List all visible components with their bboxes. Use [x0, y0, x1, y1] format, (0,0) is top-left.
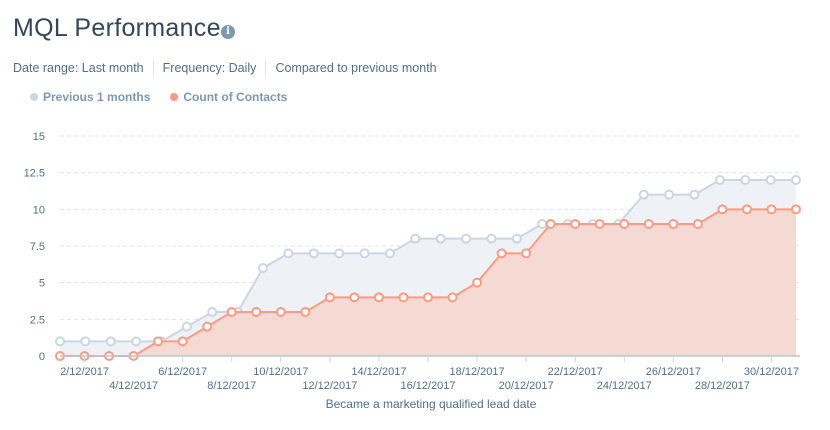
- data-point: [619, 219, 630, 229]
- data-point: [334, 248, 345, 259]
- x-tick-label: 28/12/2017: [695, 380, 750, 392]
- data-point: [511, 233, 522, 244]
- filter-comparison[interactable]: Compared to previous month: [265, 61, 445, 75]
- legend-label: Count of Contacts: [183, 90, 288, 104]
- data-point: [324, 292, 335, 303]
- data-point: [181, 321, 192, 332]
- y-tick-label: 7.5: [30, 241, 45, 253]
- x-tick-label: 24/12/2017: [597, 380, 652, 392]
- page-title: MQL Performance: [13, 14, 221, 42]
- x-tick-label: 12/12/2017: [302, 380, 357, 392]
- data-point: [765, 175, 776, 185]
- filter-date-range[interactable]: Date range: Last month: [13, 61, 144, 75]
- x-tick-label: 26/12/2017: [646, 366, 701, 378]
- data-point: [308, 248, 319, 259]
- data-point: [689, 189, 700, 200]
- data-point: [766, 204, 777, 215]
- data-point: [105, 336, 116, 347]
- data-point: [717, 204, 728, 215]
- data-point: [638, 189, 649, 200]
- filter-frequency[interactable]: Frequency: Daily: [152, 61, 266, 75]
- data-point: [384, 248, 395, 259]
- data-point: [664, 189, 675, 200]
- data-point: [570, 219, 581, 229]
- x-tick-label: 6/12/2017: [158, 366, 207, 378]
- data-point: [668, 219, 679, 229]
- data-point: [791, 175, 801, 185]
- y-tick-label: 10: [33, 204, 45, 216]
- data-point: [435, 233, 446, 244]
- legend-item-current[interactable]: Count of Contacts: [170, 90, 287, 104]
- x-tick-label: 10/12/2017: [253, 366, 308, 378]
- x-tick-label: 20/12/2017: [499, 380, 554, 392]
- legend-item-previous[interactable]: Previous 1 months: [30, 90, 150, 104]
- data-point: [447, 292, 458, 303]
- x-tick-label: 2/12/2017: [60, 366, 109, 378]
- data-point: [226, 307, 237, 317]
- data-point: [472, 277, 483, 288]
- data-point: [202, 321, 213, 332]
- data-point: [80, 336, 91, 347]
- data-point: [153, 336, 164, 347]
- data-point: [521, 248, 532, 259]
- data-point: [349, 292, 360, 303]
- data-point: [423, 292, 433, 303]
- data-point: [537, 219, 548, 229]
- data-point: [740, 175, 751, 185]
- y-tick-label: 5: [39, 278, 45, 290]
- y-tick-label: 2.5: [30, 314, 45, 326]
- legend-label: Previous 1 months: [43, 90, 151, 104]
- x-tick-label: 18/12/2017: [450, 366, 505, 378]
- y-tick-label: 15: [33, 131, 45, 143]
- data-point: [398, 292, 409, 303]
- data-point: [486, 233, 497, 244]
- x-tick-label: 16/12/2017: [400, 380, 455, 392]
- data-point: [258, 263, 269, 273]
- data-point: [55, 336, 65, 347]
- legend-dot: [30, 93, 38, 101]
- data-point: [251, 307, 262, 317]
- data-point: [177, 336, 188, 347]
- x-tick-label: 14/12/2017: [351, 366, 406, 378]
- data-point: [283, 248, 294, 259]
- data-point: [207, 307, 218, 317]
- data-point: [741, 204, 752, 215]
- data-point: [496, 248, 507, 259]
- data-point: [594, 219, 605, 229]
- data-point: [373, 292, 384, 303]
- data-point: [300, 307, 311, 317]
- x-tick-label: 8/12/2017: [207, 380, 256, 392]
- data-point: [359, 248, 370, 259]
- x-axis-title: Became a marketing qualified lead date: [326, 397, 537, 411]
- data-point: [714, 175, 725, 185]
- x-tick-label: 30/12/2017: [744, 366, 799, 378]
- chart-legend: Previous 1 months Count of Contacts: [30, 90, 287, 104]
- data-point: [791, 204, 801, 215]
- data-point: [461, 233, 472, 244]
- y-tick-label: 12.5: [24, 168, 45, 180]
- series-area: [60, 209, 796, 356]
- data-point: [545, 219, 556, 229]
- data-point: [692, 219, 703, 229]
- data-point: [643, 219, 654, 229]
- x-tick-label: 22/12/2017: [548, 366, 603, 378]
- data-point: [410, 233, 421, 244]
- data-point: [275, 307, 286, 317]
- data-point: [131, 336, 142, 347]
- legend-dot: [170, 93, 179, 101]
- report-filters: Date range: Last month Frequency: Daily …: [13, 61, 446, 75]
- x-tick-label: 4/12/2017: [109, 380, 158, 392]
- info-circle-icon[interactable]: i: [221, 25, 235, 39]
- y-tick-label: 0: [39, 351, 45, 363]
